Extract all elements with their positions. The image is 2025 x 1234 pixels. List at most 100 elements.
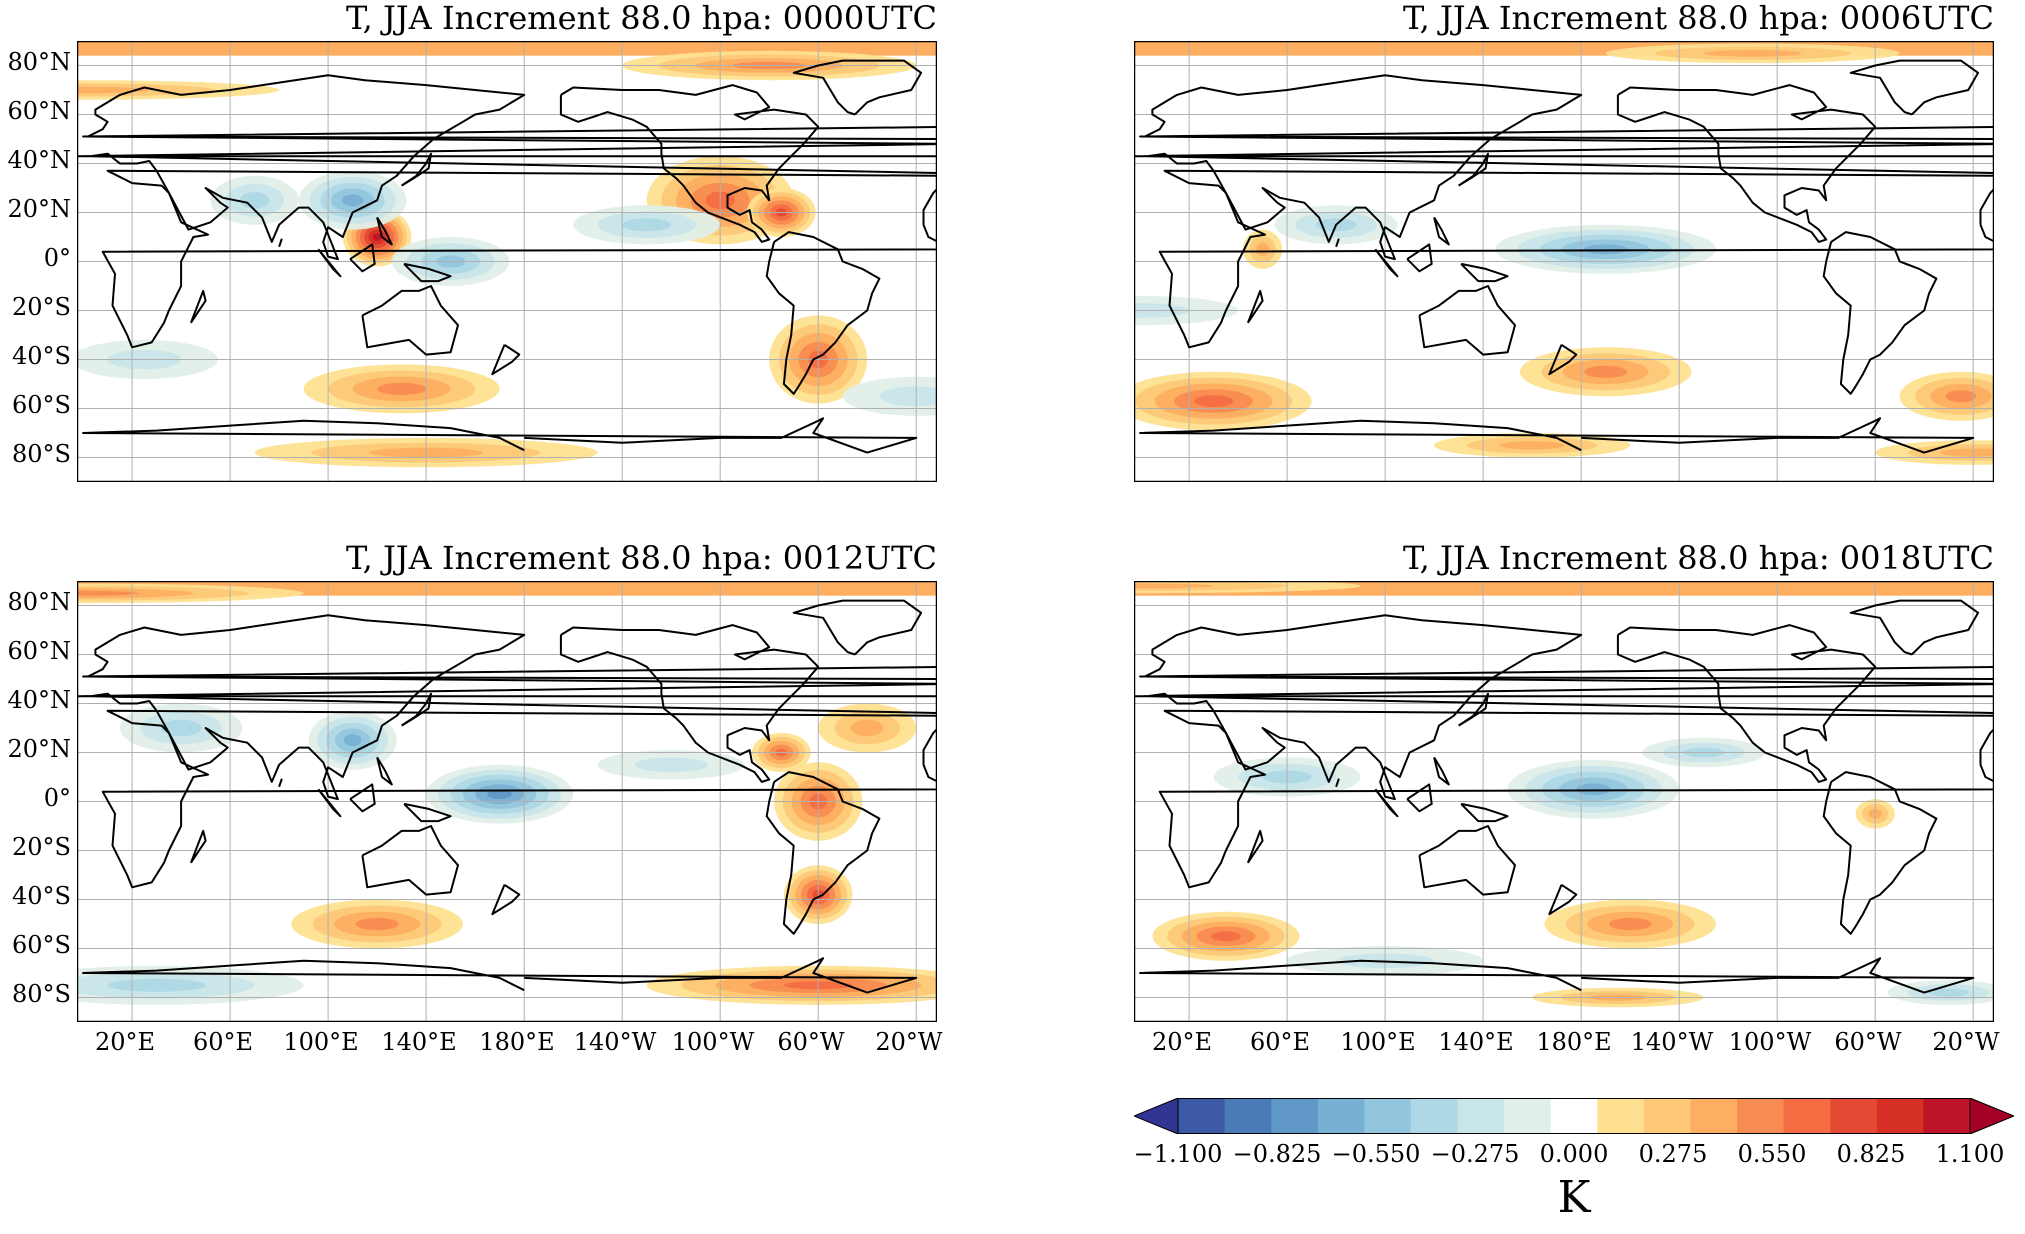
- lat-label: 60°N: [7, 637, 71, 665]
- colorbar: [1134, 1098, 2014, 1134]
- lat-label: 0°: [43, 784, 71, 812]
- coastline: [77, 74, 937, 261]
- coastline: [559, 84, 820, 243]
- coastline: [1548, 343, 1578, 376]
- colorbar-tick-labels: −1.100 −0.825 −0.550 −0.275 0.000 0.275 …: [1134, 1140, 2014, 1170]
- panel-title: T, JJA Increment 88.0 hpa: 0000UTC: [345, 0, 937, 37]
- coastline: [361, 285, 459, 356]
- coastline: [1458, 152, 1489, 187]
- panel-title: T, JJA Increment 88.0 hpa: 0018UTC: [1402, 539, 1994, 577]
- coastline: [1335, 238, 1340, 248]
- panel-title: T, JJA Increment 88.0 hpa: 0012UTC: [345, 539, 937, 577]
- panel-title: T, JJA Increment 88.0 hpa: 0006UTC: [1402, 0, 1994, 37]
- lon-labels: 20°E 60°E 100°E 140°E 180°E 140°W 100°W …: [77, 1028, 943, 1060]
- coastline: [1548, 883, 1578, 916]
- coastline: [1246, 289, 1264, 324]
- coastline: [82, 417, 918, 454]
- coastline: [491, 343, 521, 376]
- colorbar-extend-min: [1134, 1098, 1179, 1134]
- coastline: [1139, 126, 1994, 140]
- increment-contour: [487, 789, 512, 800]
- lon-label: 180°E: [479, 1028, 555, 1056]
- lat-label: 60°S: [12, 931, 71, 959]
- increment-contour: [1583, 244, 1628, 255]
- coastline: [77, 614, 937, 801]
- lon-label: 20°E: [1151, 1028, 1213, 1056]
- colorbar-bin: [1783, 1098, 1831, 1134]
- coastline: [1374, 788, 1399, 818]
- coastline: [1158, 169, 1994, 349]
- colorbar-bin: [1737, 1098, 1785, 1134]
- map-panel-0006utc: T, JJA Increment 88.0 hpa: 0006UTC: [1134, 0, 1994, 500]
- colorbar-bin: [1597, 1098, 1645, 1134]
- coastline: [1139, 957, 1975, 994]
- map-svg: [77, 41, 937, 482]
- increment-contour: [77, 590, 139, 596]
- coastline: [1418, 285, 1516, 356]
- increment-contour: [372, 233, 382, 241]
- increment-contour: [160, 719, 202, 737]
- lat-label: 40°S: [12, 882, 71, 910]
- coastline: [403, 262, 452, 283]
- colorbar-tick-label: 1.100: [1935, 1140, 2005, 1168]
- map-svg: [1134, 581, 1994, 1022]
- lat-label: 0°: [43, 244, 71, 272]
- coastline: [1616, 624, 1877, 783]
- increment-field: [1134, 41, 1994, 465]
- map-panel-0012utc: T, JJA Increment 88.0 hpa: 0012UTC 80°N …: [7, 539, 943, 1080]
- increment-contour: [1499, 441, 1565, 450]
- lat-label: 20°S: [12, 293, 71, 321]
- coastlines: [1134, 599, 1994, 994]
- increment-contour: [1584, 365, 1628, 378]
- coastline: [278, 778, 283, 788]
- lon-label: 60°E: [1249, 1028, 1311, 1056]
- increment-contour: [1945, 390, 1977, 403]
- lat-labels: 80°N 60°N 40°N 20°N 0° 20°S 40°S 60°S 80…: [7, 581, 71, 1022]
- coastline: [1822, 771, 1938, 935]
- lat-label: 20°N: [7, 735, 71, 763]
- coastline: [1374, 248, 1399, 278]
- colorbar-extend-max: [1969, 1098, 2014, 1134]
- coastline: [1433, 216, 1450, 246]
- map-plot: [77, 41, 937, 482]
- coastline: [1134, 614, 1994, 801]
- coastline: [317, 788, 342, 818]
- coastline: [82, 957, 918, 994]
- increment-contour: [107, 978, 206, 992]
- colorbar-outline: [1177, 1098, 1971, 1134]
- lon-label: 140°E: [1438, 1028, 1514, 1056]
- coastline: [1433, 756, 1450, 786]
- lon-label: 60°W: [777, 1028, 845, 1056]
- lat-label: 60°S: [12, 391, 71, 419]
- colorbar-bin: [1504, 1098, 1552, 1134]
- lon-label: 20°W: [1932, 1028, 2000, 1056]
- increment-contour: [1940, 448, 1994, 457]
- colorbar-bin: [1690, 1098, 1738, 1134]
- lat-label: 80°N: [7, 588, 71, 616]
- lat-label: 80°S: [12, 980, 71, 1008]
- colorbar-tick-label: 0.000: [1539, 1140, 1609, 1168]
- increment-contour: [377, 382, 427, 395]
- coastline: [792, 599, 923, 656]
- colorbar-bin: [1317, 1098, 1365, 1134]
- colorbar-bin: [1271, 1098, 1319, 1134]
- coastline: [1458, 692, 1489, 727]
- coastline: [792, 59, 923, 116]
- coastline: [317, 248, 342, 278]
- map-panel-0018utc: T, JJA Increment 88.0 hpa: 0018UTC 20°E …: [1134, 539, 2000, 1080]
- lon-label: 140°W: [1630, 1028, 1714, 1056]
- coastline: [376, 756, 393, 786]
- lon-labels: 20°E 60°E 100°E 140°E 180°E 140°W 100°W …: [1134, 1028, 2000, 1060]
- map-svg: [77, 581, 937, 1022]
- increment-contour: [1194, 395, 1234, 407]
- coastline: [349, 783, 376, 813]
- coastline: [1335, 778, 1340, 788]
- lon-label: 100°E: [283, 1028, 359, 1056]
- colorbar-tick-label: 0.550: [1737, 1140, 1807, 1168]
- increment-contour: [634, 757, 708, 773]
- coastline: [1246, 829, 1264, 864]
- map-frame-border: [77, 41, 937, 482]
- coastlines: [77, 599, 937, 994]
- lon-label: 60°E: [192, 1028, 254, 1056]
- lat-label: 80°S: [12, 440, 71, 468]
